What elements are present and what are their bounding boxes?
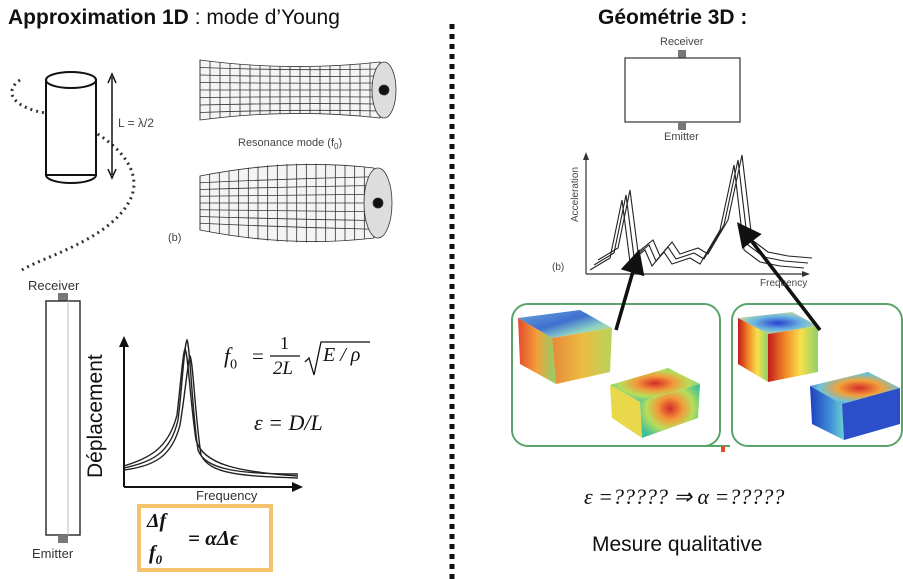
length-label: L = λ/2 xyxy=(118,116,154,130)
resonance-label: Resonance mode (f0) xyxy=(238,137,342,151)
f0-numerator: 1 xyxy=(280,333,289,353)
left-title-rest: : mode d’Young xyxy=(188,6,340,29)
left-emitter-label: Emitter xyxy=(32,546,74,561)
left-response-chart xyxy=(119,336,303,492)
mesh-line xyxy=(199,103,381,106)
right-receiver-label: Receiver xyxy=(660,36,704,48)
box-numerator: Δf xyxy=(147,510,167,532)
mesh-line xyxy=(199,193,375,197)
mesh-line xyxy=(199,185,375,190)
mode-panel-right xyxy=(731,303,903,447)
box-den-sub: 0 xyxy=(155,552,163,567)
resonance-text: Resonance mode (f xyxy=(238,137,334,149)
conclusion-text: Mesure qualitative xyxy=(592,533,763,556)
mesh-line xyxy=(199,216,375,221)
red-mark xyxy=(721,446,725,452)
acceleration-curve xyxy=(597,154,813,261)
right-response-chart xyxy=(583,152,813,277)
strain-formula: ε = D/L xyxy=(254,410,323,435)
f0-sqrt-body: E / ρ xyxy=(323,344,361,366)
mesh-cylinder-top xyxy=(199,59,397,121)
sqrt-sign xyxy=(304,341,370,376)
alpha-formula-box xyxy=(137,504,273,572)
left-title: Approximation 1D : mode d’Young xyxy=(8,6,340,30)
f0-sub: 0 xyxy=(230,357,238,373)
mesh-line xyxy=(199,109,381,113)
cylinder-figure xyxy=(10,71,136,272)
f0-formula-lhs: f0 xyxy=(224,343,237,373)
box-rhs: = αΔϵ xyxy=(188,526,240,550)
right-panel-label: (b) xyxy=(552,262,565,273)
arrow-to-peak-1 xyxy=(614,249,645,331)
box-den-f: f xyxy=(149,542,156,564)
block-figure xyxy=(624,50,741,130)
left-panel-label: (b) xyxy=(168,232,182,244)
mesh-cylinder-bottom xyxy=(199,163,393,243)
left-receiver-label: Receiver xyxy=(28,278,80,293)
right-ylabel: Acceleration xyxy=(570,166,581,222)
mesh-line xyxy=(199,222,375,230)
mode-cube-b xyxy=(610,368,700,438)
f0-letter: f xyxy=(224,343,231,368)
mode-cube-d xyxy=(810,372,900,440)
mesh-line xyxy=(199,67,381,71)
mesh-line xyxy=(199,209,375,213)
mesh-line xyxy=(199,82,381,84)
f0-denominator: 2L xyxy=(273,358,294,379)
right-title: Géométrie 3D : xyxy=(598,6,748,29)
box-denominator: f0 xyxy=(149,542,162,568)
arrow-to-peak-2 xyxy=(737,222,822,332)
mode-panel-left xyxy=(511,303,721,447)
right-emitter-label: Emitter xyxy=(664,131,699,143)
mesh-line xyxy=(199,74,381,77)
resonance-sub: 0 xyxy=(334,142,339,152)
left-title-bold: Approximation 1D xyxy=(8,6,189,29)
f0-eq-sign: = xyxy=(252,344,264,368)
left-xlabel: Frequency xyxy=(196,488,258,503)
mode-cube-c xyxy=(738,312,818,382)
right-xlabel: Frequency xyxy=(760,278,808,289)
mesh-line xyxy=(199,176,375,184)
mode-cube-a xyxy=(518,310,612,384)
mesh-line xyxy=(199,96,381,98)
resonance-end: ) xyxy=(338,137,343,149)
question-formula: ε =????? ⇒ α =????? xyxy=(584,484,785,509)
left-ylabel: Déplacement xyxy=(84,354,107,478)
rod-figure xyxy=(45,293,81,543)
acceleration-curve xyxy=(589,164,805,271)
acceleration-curve xyxy=(593,159,809,266)
